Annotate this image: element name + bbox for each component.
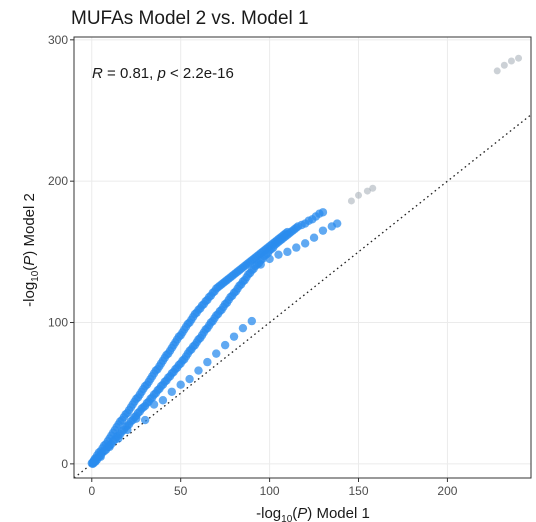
data-points bbox=[87, 208, 342, 469]
annotation-r-text: = 0.81, bbox=[103, 65, 158, 82]
y-axis-title-var: P bbox=[21, 256, 38, 266]
faint-data-point bbox=[369, 184, 377, 192]
data-point bbox=[318, 226, 328, 235]
annotation-p-symbol: p bbox=[156, 65, 165, 82]
faint-data-point bbox=[347, 197, 355, 205]
identity-line bbox=[73, 114, 532, 479]
data-point bbox=[220, 340, 230, 350]
y-tick-label: 200 bbox=[48, 174, 68, 188]
y-axis-title-close: ) bbox=[21, 251, 38, 256]
data-point bbox=[194, 366, 203, 375]
faint-data-point bbox=[355, 191, 363, 199]
x-tick-label: 200 bbox=[437, 484, 457, 498]
x-axis-title-close: ) bbox=[307, 505, 312, 522]
data-point bbox=[274, 250, 283, 259]
x-tick-label: 150 bbox=[348, 484, 368, 498]
x-axis-title: -log10(P) Model 1 bbox=[256, 505, 370, 522]
faint-data-points bbox=[347, 54, 523, 205]
faint-data-point bbox=[363, 187, 371, 195]
faint-data-point bbox=[515, 54, 523, 62]
chart-title: MUFAs Model 2 vs. Model 1 bbox=[71, 8, 309, 29]
data-point bbox=[238, 323, 248, 333]
data-point bbox=[114, 434, 123, 443]
faint-data-point bbox=[500, 61, 508, 69]
data-point bbox=[123, 425, 132, 435]
x-tick-label: 0 bbox=[88, 484, 95, 498]
data-point bbox=[300, 239, 310, 248]
data-point bbox=[229, 332, 239, 341]
plot-panel bbox=[73, 36, 532, 479]
y-tick-label: 300 bbox=[48, 33, 68, 47]
x-axis-title-subscript: 10 bbox=[281, 514, 293, 522]
faint-data-point bbox=[493, 67, 501, 75]
data-point bbox=[167, 387, 177, 396]
reference-line bbox=[73, 114, 532, 479]
data-point bbox=[203, 357, 212, 367]
y-tick-label: 100 bbox=[48, 316, 68, 330]
x-axis-title-open: ( bbox=[292, 505, 297, 522]
x-axis-title-prefix: -log bbox=[256, 505, 281, 522]
annotation-r-symbol: R bbox=[92, 65, 103, 82]
data-point bbox=[292, 243, 301, 252]
correlation-annotation: R = 0.81, p < 2.2e-16 bbox=[92, 65, 234, 82]
data-point bbox=[318, 208, 328, 217]
x-tick-label: 100 bbox=[260, 484, 280, 498]
y-axis-title-subscript: 10 bbox=[30, 270, 41, 282]
data-point bbox=[256, 260, 265, 269]
data-point bbox=[247, 316, 257, 326]
data-point bbox=[89, 458, 98, 468]
y-axis-title: -log10(P) Model 2 bbox=[21, 193, 41, 307]
data-point bbox=[185, 374, 194, 384]
data-point bbox=[265, 254, 274, 264]
axis-ticks: 0 50 100 150 200 0 100 200 300 bbox=[48, 33, 458, 498]
data-point bbox=[309, 233, 319, 242]
gridlines bbox=[74, 37, 531, 478]
data-point bbox=[132, 414, 141, 423]
data-point bbox=[105, 442, 114, 452]
y-tick-label: 0 bbox=[61, 457, 68, 471]
y-axis-title-open: ( bbox=[21, 266, 38, 271]
data-point bbox=[158, 396, 168, 405]
y-axis-title-suffix: Model 2 bbox=[21, 193, 38, 251]
x-axis-title-suffix: Model 1 bbox=[312, 505, 370, 522]
data-point bbox=[283, 247, 292, 257]
faint-data-point bbox=[507, 57, 515, 65]
data-point bbox=[212, 349, 221, 358]
data-point bbox=[176, 380, 185, 389]
data-point bbox=[140, 415, 150, 425]
data-point bbox=[332, 219, 342, 228]
y-axis-title-prefix: -log bbox=[21, 282, 38, 307]
data-point bbox=[149, 400, 159, 409]
x-axis-title-var: P bbox=[297, 505, 307, 522]
annotation-p-text: < 2.2e-16 bbox=[166, 65, 234, 82]
x-tick-label: 50 bbox=[174, 484, 188, 498]
